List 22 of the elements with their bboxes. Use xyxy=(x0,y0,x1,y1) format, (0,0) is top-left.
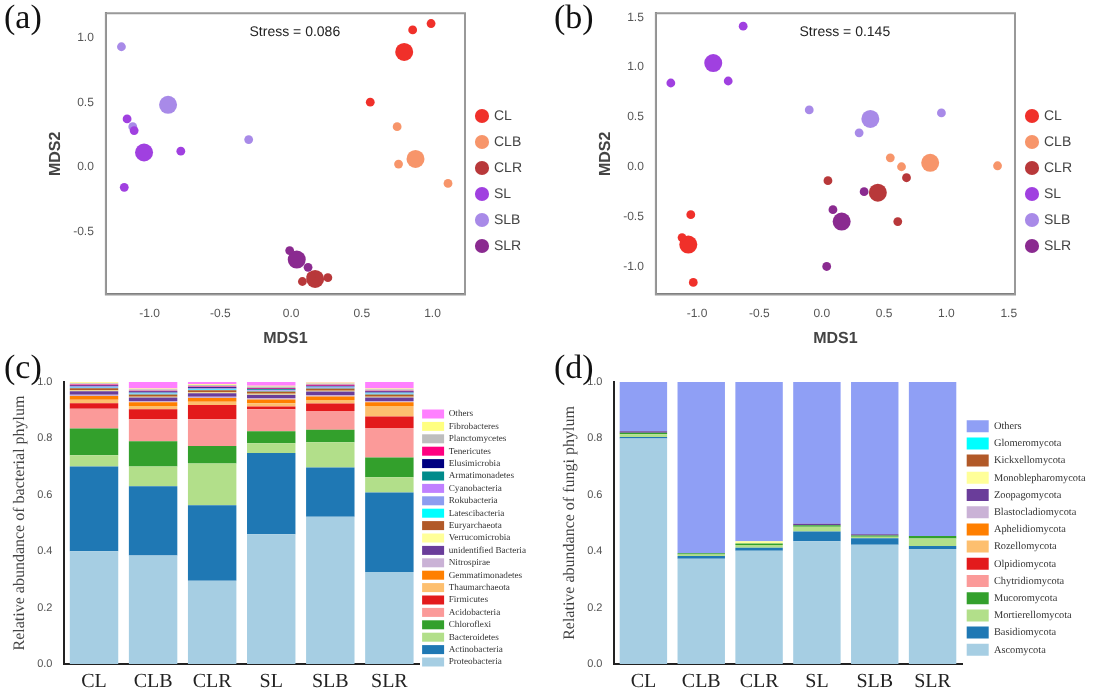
chart-title: (c) xyxy=(4,348,42,386)
chart-title: (d) xyxy=(554,348,594,386)
x-tick-label: CLB xyxy=(681,671,722,694)
chart-title: (b) xyxy=(554,0,594,36)
x-tick-label: SLR xyxy=(914,671,952,694)
y-axis-title: MDS2 xyxy=(596,130,615,177)
x-tick-label: SLR xyxy=(371,671,409,694)
x-tick-label: SLB xyxy=(856,671,894,694)
x-tick-label: CLB xyxy=(133,671,174,694)
y-axis-title: MDS2 xyxy=(46,130,65,177)
x-tick-label: SL xyxy=(805,671,829,694)
x-tick-label: CLR xyxy=(192,671,233,694)
y-axis-title: Relative abundance of fungi phylum xyxy=(559,404,578,640)
x-axis-title: MDS1 xyxy=(813,328,859,347)
y-axis-title: Relative abundance of bacterial phylum xyxy=(9,393,28,651)
chart-title: (a) xyxy=(4,0,42,36)
x-tick-label: CL xyxy=(81,671,107,694)
x-tick-label: CL xyxy=(630,671,657,694)
x-tick-label: SLB xyxy=(311,671,350,694)
x-axis-title: MDS1 xyxy=(263,328,309,347)
x-tick-label: SL xyxy=(259,671,283,694)
x-tick-label: CLR xyxy=(739,671,780,694)
